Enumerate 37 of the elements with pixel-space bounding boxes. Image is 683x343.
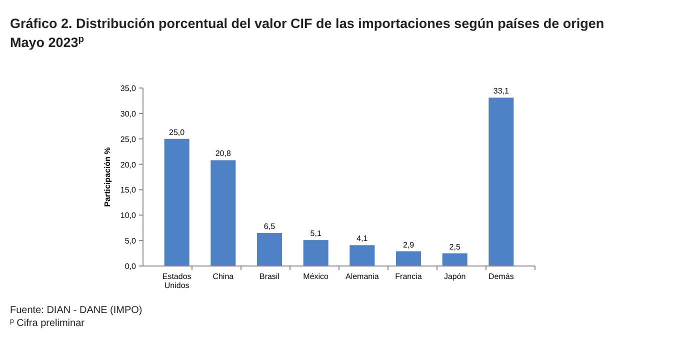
- bar: [442, 253, 468, 266]
- data-label: 6,5: [264, 222, 276, 231]
- x-tick-label: China: [212, 272, 234, 281]
- y-tick-label: 25,0: [120, 134, 137, 144]
- y-axis-title: Participación %: [103, 147, 112, 207]
- data-label: 33,1: [493, 86, 510, 96]
- y-tick-label: 15,0: [120, 186, 137, 195]
- bar: [350, 245, 375, 266]
- x-tick-label: Demás: [488, 272, 514, 281]
- data-label: 2,5: [449, 242, 461, 252]
- source-note: Fuente: DIAN - DANE (IMPO): [10, 305, 142, 316]
- data-label: 25,0: [169, 128, 186, 137]
- x-tick-label: Japón: [444, 272, 466, 281]
- x-tick-label: México: [303, 272, 330, 281]
- y-tick-label: 0,0: [124, 262, 137, 271]
- y-tick-label: 10,0: [120, 211, 137, 220]
- bar: [396, 251, 422, 266]
- y-tick-label: 5,0: [124, 236, 137, 246]
- x-tick-label: Estados Unidos: [162, 272, 192, 290]
- bar: [164, 138, 190, 266]
- y-tick-label: 20,0: [120, 160, 137, 170]
- chart-subtitle: Mayo 2023$^{p}$: [10, 34, 84, 50]
- bar: [488, 98, 514, 266]
- bar: [256, 232, 282, 266]
- bar: [303, 240, 328, 266]
- x-tick-label: Alemania: [345, 272, 380, 281]
- data-label: 4,1: [356, 234, 368, 244]
- chart-title: Gráfico 2. Distribución porcentual del valor CIF de las importaciones según países de origen: [10, 16, 604, 31]
- data-label: 5,1: [310, 229, 322, 238]
- data-label: 2,9: [402, 240, 415, 250]
- data-label: 20,8: [215, 149, 232, 158]
- x-tick-label: Brasil: [259, 272, 280, 281]
- bar: [210, 160, 236, 266]
- x-tick-label: Francia: [395, 272, 422, 281]
- y-tick-label: 35,0: [120, 84, 137, 93]
- text: $^{p}$ Cifra preliminar: [10, 318, 86, 329]
- y-tick-label: 30,0: [120, 109, 137, 118]
